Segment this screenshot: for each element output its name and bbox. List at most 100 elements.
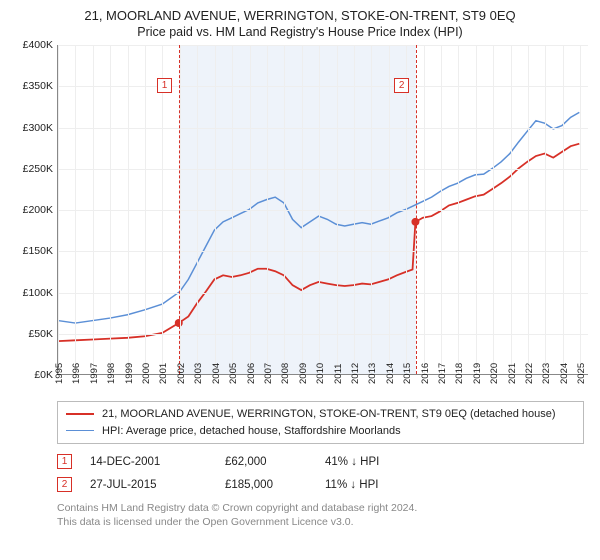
gridline-h [58, 45, 588, 46]
gridline-v [337, 45, 338, 374]
gridline-v [458, 45, 459, 374]
x-tick: 2000 [141, 363, 152, 384]
annot-pct: 11% ↓ HPI [325, 479, 485, 491]
gridline-v [319, 45, 320, 374]
gridline-h [58, 169, 588, 170]
gridline-v [110, 45, 111, 374]
x-tick: 2016 [420, 363, 431, 384]
x-tick: 2004 [211, 363, 222, 384]
x-tick: 2019 [472, 363, 483, 384]
gridline-v [406, 45, 407, 374]
legend: 21, MOORLAND AVENUE, WERRINGTON, STOKE-O… [57, 401, 584, 444]
gridline-v [197, 45, 198, 374]
gridline-h [58, 86, 588, 87]
annot-price: £62,000 [225, 456, 325, 468]
annot-date: 14-DEC-2001 [90, 456, 225, 468]
x-tick: 2008 [280, 363, 291, 384]
gridline-v [354, 45, 355, 374]
gridline-v [511, 45, 512, 374]
y-axis: £0K£50K£100K£150K£200K£250K£300K£350K£40… [12, 45, 57, 375]
gridline-h [58, 128, 588, 129]
attrib-line1: Contains HM Land Registry data © Crown c… [57, 502, 588, 516]
x-tick: 2002 [176, 363, 187, 384]
gridline-v [128, 45, 129, 374]
chart-area: £0K£50K£100K£150K£200K£250K£300K£350K£40… [12, 45, 588, 395]
legend-swatch [66, 413, 94, 415]
x-tick: 2018 [454, 363, 465, 384]
x-tick: 2007 [263, 363, 274, 384]
x-tick: 1999 [124, 363, 135, 384]
gridline-v [180, 45, 181, 374]
y-tick: £300K [23, 122, 53, 134]
marker-badge-1: 1 [57, 454, 72, 469]
legend-item: 21, MOORLAND AVENUE, WERRINGTON, STOKE-O… [66, 406, 575, 423]
y-tick: £200K [23, 204, 53, 216]
annot-price: £185,000 [225, 479, 325, 491]
y-tick: £50K [28, 328, 53, 340]
x-tick: 2025 [576, 363, 587, 384]
legend-label: HPI: Average price, detached house, Staf… [102, 423, 401, 440]
chart-subtitle: Price paid vs. HM Land Registry's House … [12, 25, 588, 39]
legend-item: HPI: Average price, detached house, Staf… [66, 423, 575, 440]
gridline-v [250, 45, 251, 374]
x-tick: 2017 [437, 363, 448, 384]
marker-line [179, 45, 180, 374]
x-tick: 2009 [298, 363, 309, 384]
gridline-v [302, 45, 303, 374]
x-tick: 1996 [71, 363, 82, 384]
marker-box: 1 [157, 78, 172, 93]
gridline-v [528, 45, 529, 374]
gridline-v [267, 45, 268, 374]
annot-pct: 41% ↓ HPI [325, 456, 485, 468]
x-tick: 2015 [402, 363, 413, 384]
gridline-v [284, 45, 285, 374]
gridline-v [424, 45, 425, 374]
gridline-v [232, 45, 233, 374]
x-tick: 2013 [367, 363, 378, 384]
x-tick: 2001 [158, 363, 169, 384]
y-tick: £0K [34, 369, 53, 381]
legend-swatch [66, 430, 94, 431]
gridline-v [93, 45, 94, 374]
gridline-h [58, 210, 588, 211]
marker-badge-2: 2 [57, 477, 72, 492]
x-tick: 2012 [350, 363, 361, 384]
x-tick: 2006 [246, 363, 257, 384]
x-tick: 1998 [106, 363, 117, 384]
gridline-h [58, 251, 588, 252]
x-tick: 1995 [54, 363, 65, 384]
gridline-v [162, 45, 163, 374]
x-tick: 2022 [524, 363, 535, 384]
annotation-row-2: 2 27-JUL-2015 £185,000 11% ↓ HPI [57, 477, 584, 492]
gridline-v [493, 45, 494, 374]
x-tick: 2003 [193, 363, 204, 384]
y-tick: £350K [23, 80, 53, 92]
marker-box: 2 [394, 78, 409, 93]
gridline-h [58, 334, 588, 335]
x-tick: 2024 [559, 363, 570, 384]
gridline-v [215, 45, 216, 374]
gridline-v [545, 45, 546, 374]
y-tick: £100K [23, 287, 53, 299]
gridline-h [58, 293, 588, 294]
x-tick: 2010 [315, 363, 326, 384]
gridline-v [58, 45, 59, 374]
legend-label: 21, MOORLAND AVENUE, WERRINGTON, STOKE-O… [102, 406, 556, 423]
y-tick: £400K [23, 39, 53, 51]
x-tick: 2014 [385, 363, 396, 384]
x-tick: 2021 [507, 363, 518, 384]
gridline-v [563, 45, 564, 374]
x-tick: 2005 [228, 363, 239, 384]
attribution: Contains HM Land Registry data © Crown c… [57, 502, 588, 529]
x-tick: 2011 [333, 364, 344, 384]
gridline-v [441, 45, 442, 374]
x-tick: 2020 [489, 363, 500, 384]
plot-area: 12 [57, 45, 588, 375]
gridline-v [476, 45, 477, 374]
y-tick: £150K [23, 245, 53, 257]
attrib-line2: This data is licensed under the Open Gov… [57, 516, 588, 530]
x-tick: 2023 [541, 363, 552, 384]
x-axis: 1995199619971998199920002001200220032004… [57, 375, 588, 395]
gridline-v [389, 45, 390, 374]
annot-date: 27-JUL-2015 [90, 479, 225, 491]
